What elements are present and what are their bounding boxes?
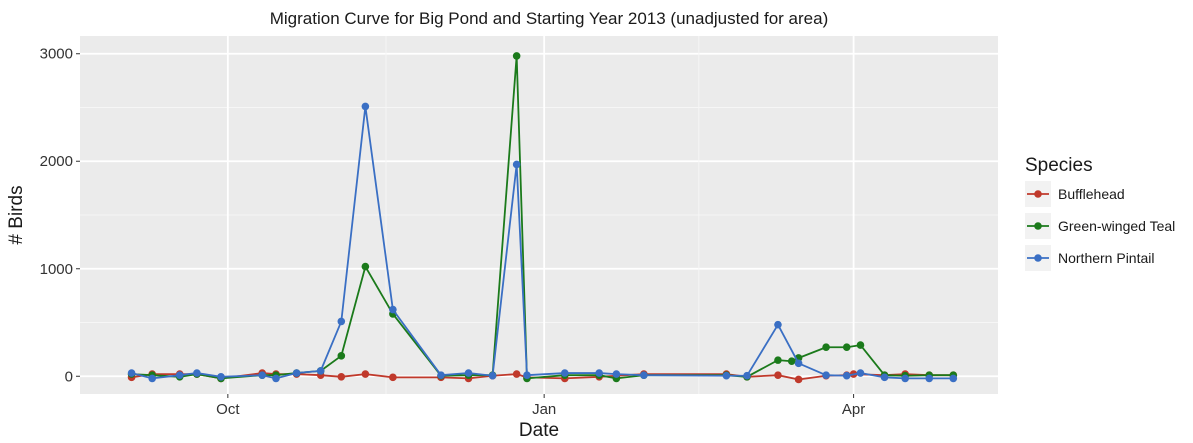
legend-key-point: [1034, 222, 1042, 230]
y-tick-label: 1000: [40, 261, 73, 278]
data-point: [488, 371, 497, 380]
data-point: [856, 341, 865, 349]
data-point: [880, 373, 889, 382]
data-point: [774, 356, 782, 364]
data-point: [512, 370, 521, 378]
legend-key: [1025, 181, 1051, 207]
data-point: [722, 371, 731, 380]
data-point: [774, 371, 782, 379]
data-point: [127, 369, 136, 377]
chart-title: Migration Curve for Big Pond and Startin…: [270, 9, 829, 28]
data-point: [822, 343, 830, 352]
legend-key-point: [1034, 254, 1042, 262]
legend-key: [1025, 213, 1051, 239]
data-point: [774, 320, 782, 329]
data-point: [842, 371, 851, 380]
data-point: [512, 52, 521, 60]
y-tick-label: 2000: [40, 153, 73, 170]
data-point: [316, 367, 325, 375]
legend-label: Bufflehead: [1058, 186, 1125, 202]
data-point: [794, 375, 803, 384]
data-point: [523, 371, 531, 379]
legend-key: [1025, 245, 1051, 271]
axes: 0 1000 2000 3000 Oct Jan Apr: [40, 46, 866, 418]
series-layer: [127, 52, 958, 384]
y-tick-label: 3000: [40, 46, 73, 63]
data-point: [337, 317, 346, 326]
data-point: [337, 352, 346, 360]
data-point: [612, 370, 621, 378]
data-point: [794, 359, 803, 368]
legend-label: Northern Pintail: [1058, 250, 1155, 266]
data-point: [856, 369, 865, 377]
data-point: [389, 305, 397, 314]
data-point: [743, 371, 751, 380]
x-tick-label: Apr: [842, 401, 865, 418]
data-point: [560, 369, 569, 377]
data-point: [437, 371, 445, 379]
data-point: [361, 262, 370, 271]
x-tick-label: Jan: [532, 401, 556, 418]
data-point: [148, 374, 157, 383]
data-point: [193, 369, 201, 377]
data-point: [337, 372, 346, 381]
data-point: [361, 370, 370, 378]
data-point: [361, 102, 370, 111]
x-axis-title: Date: [519, 420, 559, 441]
data-point: [925, 374, 934, 383]
legend-label: Green-winged Teal: [1058, 218, 1175, 234]
data-point: [901, 374, 909, 383]
data-point: [292, 369, 301, 377]
data-point: [389, 373, 397, 382]
legend: Species Bufflehead Green-winged Teal North…: [1025, 155, 1175, 271]
y-tick-label: 0: [65, 368, 73, 385]
gridlines: [80, 36, 998, 394]
series-northern-pintail: [127, 102, 958, 383]
y-axis-title: # Birds: [6, 185, 27, 244]
data-point: [949, 374, 958, 383]
data-point: [512, 160, 521, 169]
data-point: [842, 343, 851, 352]
data-point: [787, 357, 796, 366]
data-point: [217, 372, 225, 381]
data-point: [464, 369, 473, 377]
x-tick-label: Oct: [216, 401, 240, 418]
legend-title: Species: [1025, 155, 1093, 176]
data-point: [640, 371, 648, 379]
data-point: [175, 371, 184, 379]
data-point: [595, 369, 603, 377]
data-point: [822, 371, 830, 379]
data-point: [272, 374, 280, 383]
data-point: [258, 371, 267, 379]
legend-key-point: [1034, 190, 1042, 198]
